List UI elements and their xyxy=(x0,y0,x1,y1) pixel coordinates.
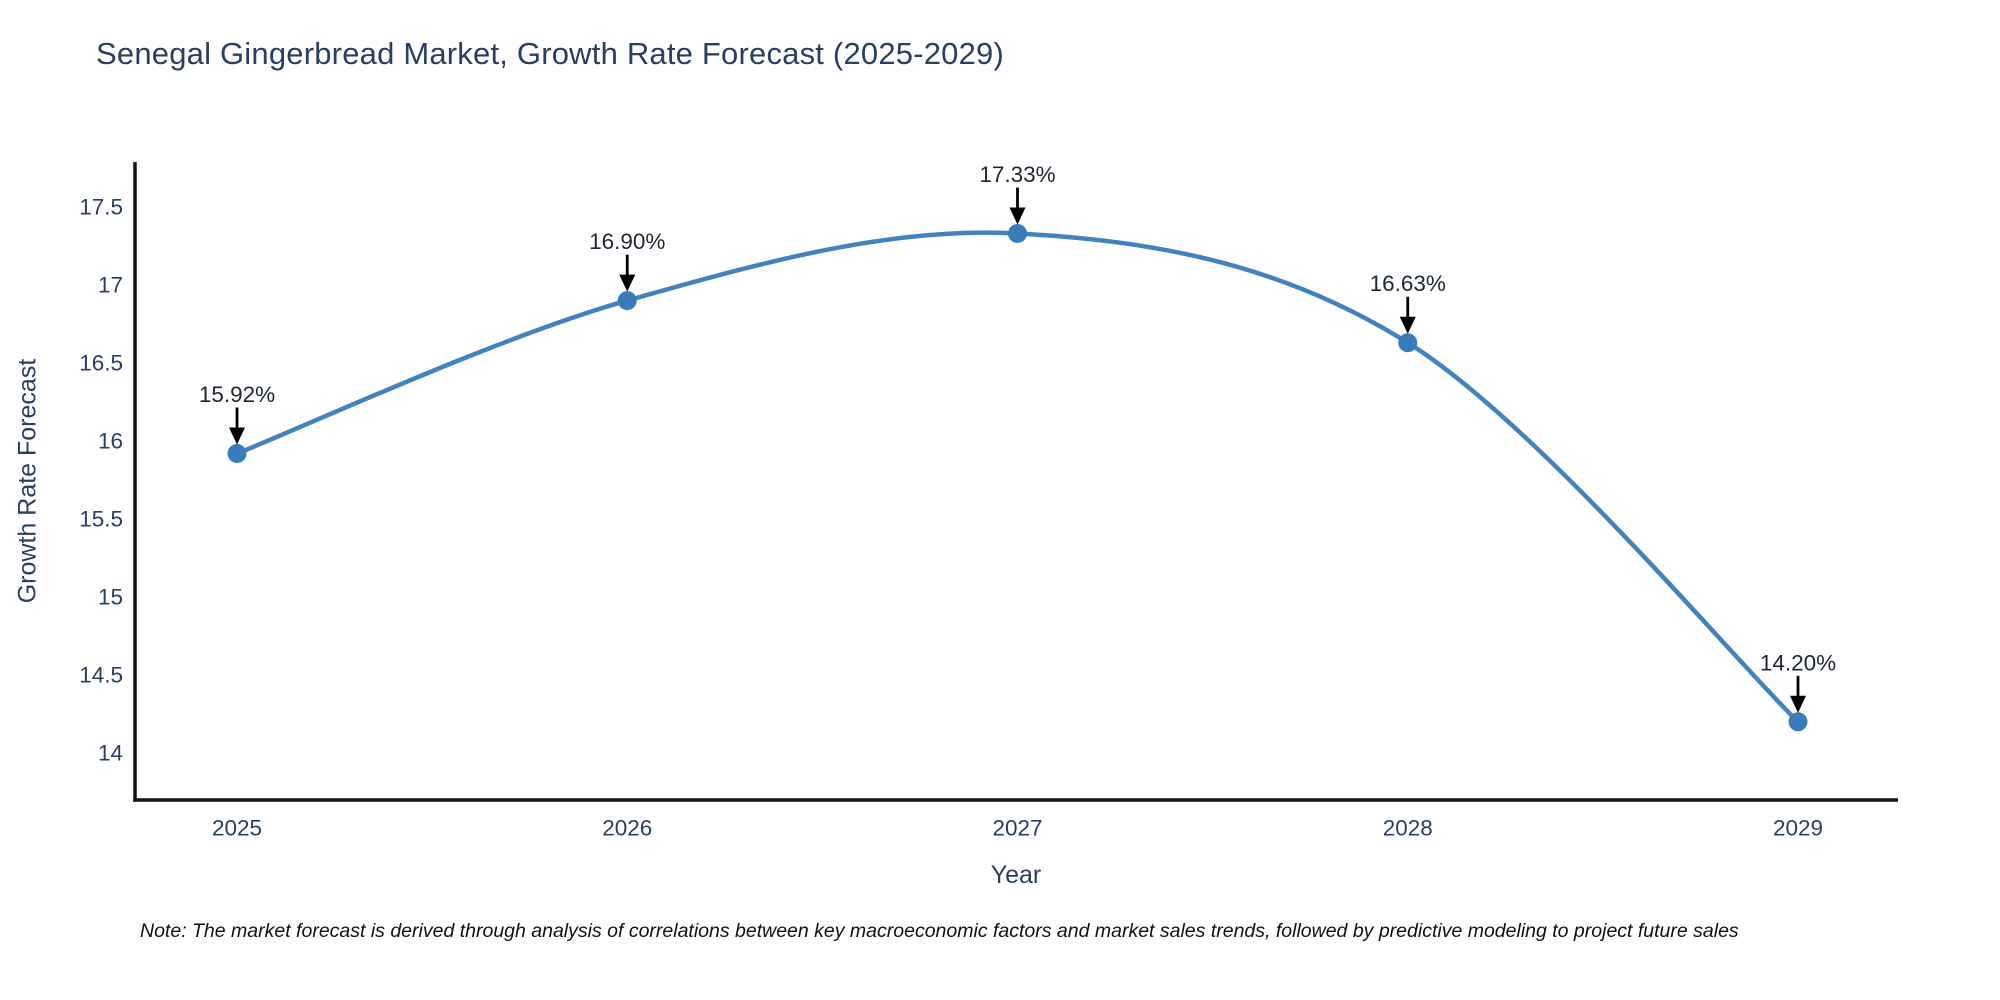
series-line xyxy=(234,230,1801,725)
data-point-marker xyxy=(1398,333,1418,353)
annotation-label: 16.63% xyxy=(1370,271,1446,296)
y-axis-title: Growth Rate Forecast xyxy=(13,358,42,604)
footnote-wrap: Note: The market forecast is derived thr… xyxy=(140,920,2000,956)
annotation-label: 16.90% xyxy=(589,229,665,254)
data-point-marker xyxy=(227,443,247,463)
x-tick-label: 2027 xyxy=(992,816,1042,841)
y-tick-label: 16.5 xyxy=(79,351,123,376)
x-tick-label: 2026 xyxy=(602,816,652,841)
data-point-marker xyxy=(1008,224,1027,244)
data-point-marker xyxy=(617,291,637,311)
y-tick-label: 15 xyxy=(98,585,123,610)
x-tick-label: 2025 xyxy=(212,816,262,841)
footnote: Note: The market forecast is derived thr… xyxy=(140,920,1739,942)
y-tick-label: 14.5 xyxy=(79,663,123,688)
annotation-label: 17.33% xyxy=(979,162,1055,187)
x-tick-label: 2029 xyxy=(1773,816,1823,841)
annotation-arrow-head xyxy=(1399,316,1416,334)
data-point-marker xyxy=(1788,712,1808,732)
annotation-arrow-head xyxy=(619,274,636,292)
x-axis-title: Year xyxy=(990,861,1042,889)
y-tick-label: 14 xyxy=(98,741,123,766)
chart-title: Senegal Gingerbread Market, Growth Rate … xyxy=(96,36,1005,71)
y-tick-label: 16 xyxy=(98,429,123,454)
annotation-label: 14.20% xyxy=(1760,650,1836,675)
annotation-arrow-head xyxy=(1790,695,1806,713)
annotation-arrow-head xyxy=(1009,207,1026,225)
y-tick-label: 17 xyxy=(98,273,123,298)
y-tick-label: 15.5 xyxy=(79,507,123,532)
annotation-arrow-head xyxy=(229,427,245,445)
annotation-label: 15.92% xyxy=(199,382,275,407)
y-tick-label: 17.5 xyxy=(79,195,123,220)
x-tick-label: 2028 xyxy=(1383,816,1433,841)
